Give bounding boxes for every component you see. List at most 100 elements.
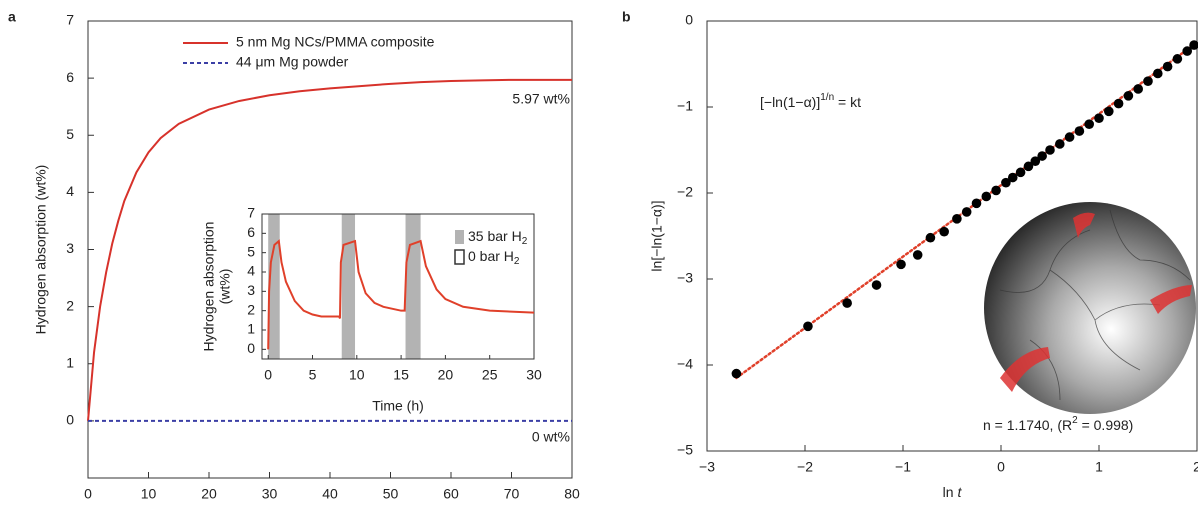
y-tick-label: −4: [677, 356, 693, 372]
y-axis-label: (wt%): [217, 269, 233, 305]
y-axis-label: Hydrogen absorption (wt%): [33, 165, 49, 335]
data-point: [1015, 167, 1026, 178]
panel-label: b: [622, 9, 631, 25]
y-tick-label: 0: [66, 412, 74, 428]
plot-frame: [706, 20, 1198, 452]
x-tick-label: 0: [997, 459, 1005, 475]
text-part: [−ln(1−α)]: [760, 94, 820, 110]
x-tick-label: 0: [264, 367, 272, 383]
data-point: [912, 250, 923, 260]
x-axis-label: Time (h): [372, 398, 424, 414]
data-point: [1007, 172, 1018, 183]
legend-label: 44 μm Mg powder: [236, 54, 349, 70]
data-point: [1162, 61, 1173, 72]
y-tick-label: 6: [247, 224, 255, 240]
x-tick-label: 70: [504, 486, 520, 502]
data-point: [803, 321, 813, 332]
data-point: [871, 280, 882, 290]
text-part: 2: [522, 236, 528, 247]
inset-background: [262, 214, 534, 359]
text-part: ln: [943, 484, 958, 500]
data-point: [1182, 46, 1192, 56]
x-tick-label: 0: [84, 486, 92, 502]
data-point: [1023, 161, 1034, 172]
y-tick-label: −5: [677, 442, 693, 458]
data-point: [1133, 84, 1143, 94]
data-point: [896, 259, 906, 270]
data-point: [731, 368, 742, 379]
x-tick-label: 20: [201, 486, 217, 502]
annotation: 5.97 wt%: [512, 91, 570, 107]
data-point: [1055, 139, 1065, 149]
data-point: [939, 226, 949, 237]
annotation: 0 wt%: [532, 429, 570, 445]
text-part: 2: [514, 256, 520, 267]
data-point: [925, 232, 936, 243]
legend-swatch: [455, 230, 464, 244]
data-point: [842, 298, 852, 308]
x-tick-label: 30: [526, 367, 542, 383]
x-tick-label: 2: [1193, 459, 1198, 475]
data-point: [1074, 126, 1085, 136]
data-point: [1104, 106, 1114, 117]
y-tick-label: 2: [247, 301, 255, 317]
sphere-illustration: [984, 202, 1196, 414]
x-axis-label: ln t: [943, 484, 963, 500]
text-part: 1/n: [820, 92, 834, 103]
data-point: [1123, 91, 1134, 101]
x-tick-label: 15: [393, 367, 409, 383]
y-tick-label: 7: [247, 205, 255, 221]
text-part: t: [957, 484, 962, 500]
y-axis-label: ln[−ln(1−α)]: [649, 200, 665, 271]
x-tick-label: 20: [438, 367, 454, 383]
data-point: [1064, 132, 1075, 142]
text-part: 0 bar H: [468, 248, 514, 264]
y-tick-label: −1: [677, 98, 693, 114]
x-tick-label: 30: [262, 486, 278, 502]
series-line: [267, 239, 535, 350]
x-tick-label: 80: [564, 486, 580, 502]
annotation: n = 1.1740, (R2 = 0.998): [983, 415, 1133, 433]
y-tick-label: 4: [66, 183, 74, 199]
legend-swatch: [454, 249, 465, 265]
data-point: [1172, 54, 1183, 64]
data-point: [1045, 145, 1055, 155]
y-tick-label: 3: [247, 282, 255, 298]
x-tick-label: 25: [482, 367, 498, 383]
y-tick-label: 0: [247, 340, 255, 356]
data-point: [1084, 119, 1094, 129]
series-line: [87, 78, 572, 421]
y-tick-label: 0: [685, 12, 693, 28]
text-part: n = 1.1740, (R: [983, 417, 1072, 433]
band: [268, 214, 280, 359]
x-tick-label: 60: [443, 486, 459, 502]
y-tick-label: 7: [66, 12, 74, 28]
data-point: [1094, 113, 1104, 123]
text-part: = 0.998): [1078, 417, 1134, 433]
y-tick-label: 5: [247, 243, 255, 259]
data-point: [971, 198, 982, 209]
text-part: 2: [1072, 415, 1078, 426]
data-point: [1037, 151, 1047, 161]
y-tick-label: −3: [677, 270, 693, 286]
y-tick-label: 4: [247, 263, 255, 279]
x-tick-label: 50: [383, 486, 399, 502]
y-tick-label: −2: [677, 184, 693, 200]
x-tick-label: 5: [309, 367, 317, 383]
data-point: [961, 207, 972, 217]
legend-label: 35 bar H2: [468, 228, 528, 247]
y-axis-label: Hydrogen absorption: [201, 222, 217, 352]
y-tick-label: 5: [66, 126, 74, 142]
data-point: [1143, 76, 1153, 86]
y-tick-label: 2: [66, 297, 74, 313]
plot-frame: [261, 213, 535, 360]
legend-label: 5 nm Mg NCs/PMMA composite: [236, 34, 435, 50]
x-tick-label: −1: [895, 459, 911, 475]
band: [341, 214, 356, 359]
band: [405, 214, 421, 359]
x-tick-label: 10: [141, 486, 157, 502]
x-tick-label: −3: [699, 459, 715, 475]
x-tick-label: −2: [797, 459, 813, 475]
data-point: [991, 185, 1001, 196]
